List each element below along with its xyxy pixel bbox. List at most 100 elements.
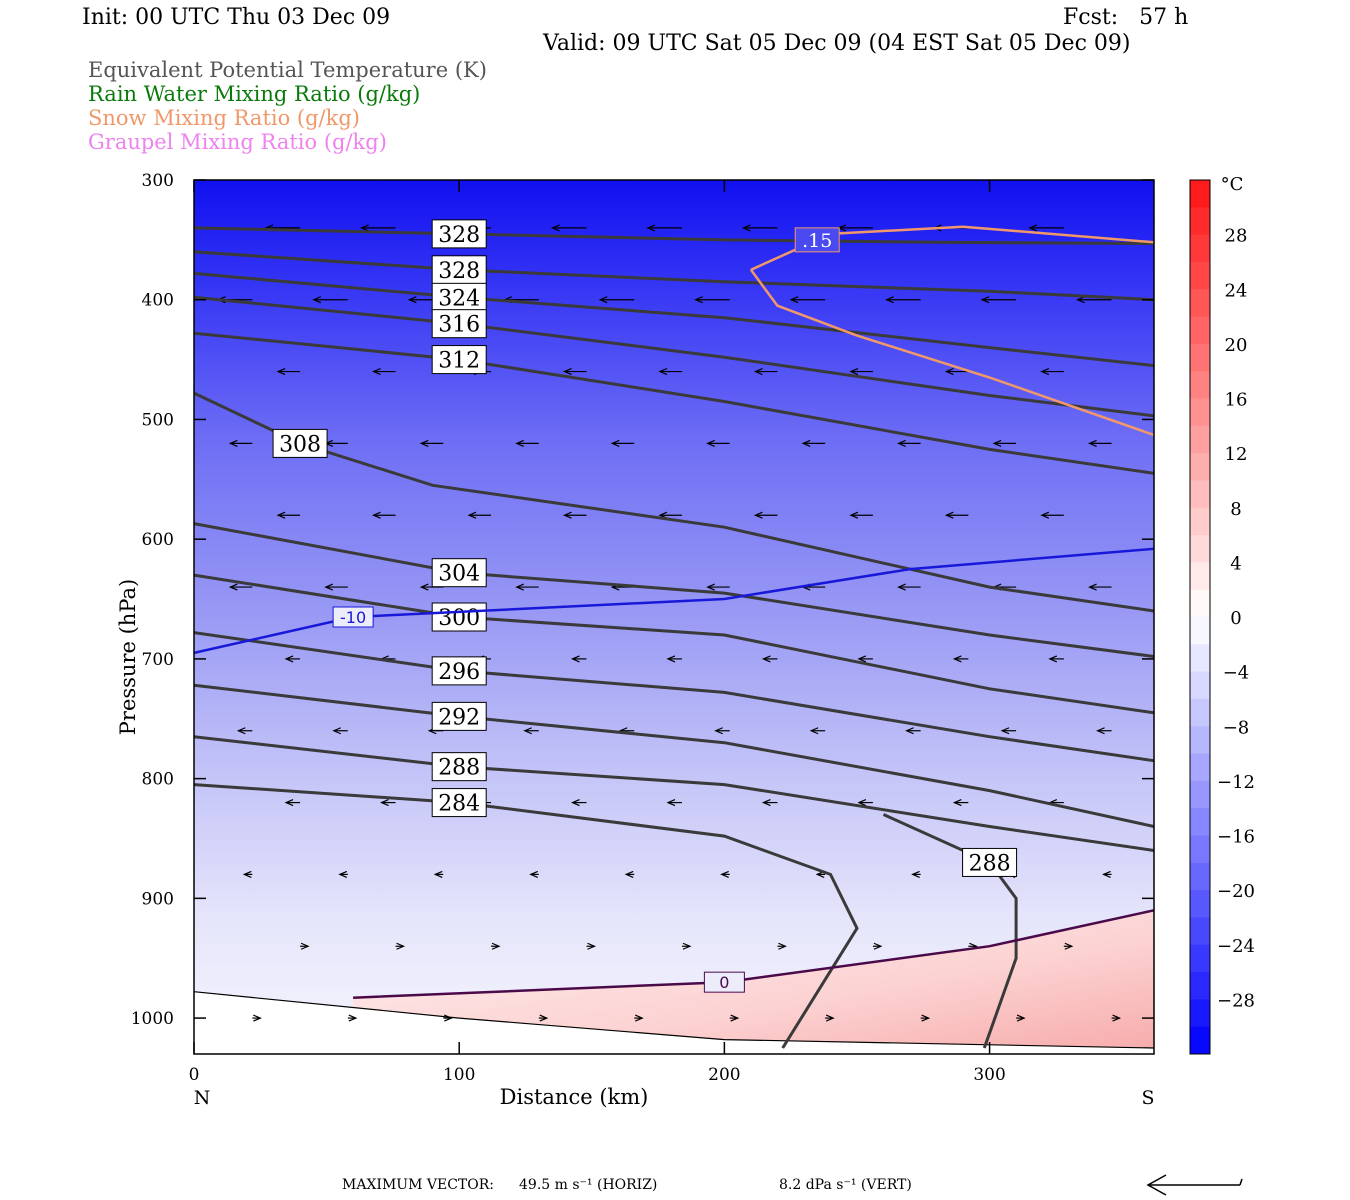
- isotherm-line: [193, 547, 1155, 655]
- wind-vector-head: [682, 942, 692, 950]
- theta-e-label: 300: [438, 606, 480, 631]
- theta-e-label-box: [431, 656, 487, 686]
- colorbar-tick-label: −8: [1223, 717, 1250, 738]
- wind-vector-head: [1040, 511, 1050, 519]
- theta-e-line: [193, 783, 859, 1049]
- colorbar-tick-label: −24: [1217, 936, 1255, 957]
- snow-label-box: [794, 227, 840, 253]
- wind-vector-head: [570, 655, 580, 663]
- theta-e-label: 288: [969, 851, 1011, 876]
- wind-vector-head: [570, 799, 580, 807]
- theta-e-line: [193, 573, 1155, 715]
- wind-vector-head: [348, 1014, 358, 1022]
- y-tick-label: 800: [142, 770, 174, 790]
- colorbar-step: [1190, 944, 1210, 973]
- wind-vector-head: [444, 1014, 453, 1022]
- wind-vector-head: [236, 727, 246, 735]
- theta-e-label: 308: [279, 432, 321, 457]
- wind-vector-head: [1064, 942, 1074, 950]
- wind-vector-head: [646, 224, 656, 232]
- colorbar-step: [1190, 1026, 1210, 1055]
- colorbar-step: [1190, 343, 1210, 372]
- colorbar: 28 24 20 16 12 8 4 0 −4 −8 −12 −16 −20 −24 −28 °C: [1189, 174, 1255, 1055]
- colorbar-step: [1190, 535, 1210, 563]
- wind-vector-head: [515, 583, 524, 591]
- legend-rain: Rain Water Mixing Ratio (g/kg): [88, 82, 421, 106]
- wind-vectors: [216, 224, 1122, 1022]
- theta-e-label-box: [431, 701, 487, 731]
- colorbar-step: [1190, 972, 1210, 1000]
- wind-vector-head: [944, 511, 954, 519]
- wind-vector-head: [720, 870, 729, 878]
- colorbar-step: [1190, 425, 1210, 454]
- theta-e-line: [193, 522, 1155, 658]
- theta-e-label: 324: [438, 286, 480, 311]
- wind-vector-head: [905, 727, 914, 735]
- colorbar-step: [1190, 480, 1210, 509]
- below-ground: [194, 991, 1154, 1054]
- colorbar-step: [1190, 234, 1210, 263]
- forecast-hour: Fcst: 57 h: [1063, 5, 1189, 30]
- wind-vector-head: [980, 296, 990, 304]
- theta-e-label-box: [431, 309, 487, 339]
- wind-vector-head: [419, 583, 429, 591]
- wind-vector-head: [1112, 1014, 1122, 1022]
- wind-vector-head: [634, 1014, 644, 1022]
- colorbar-step: [1190, 316, 1210, 345]
- theta-e-label-box: [431, 602, 487, 632]
- axes: 300 400 500 600 700 800 900 1000 0 100 200 300 N S Dis…: [116, 171, 1155, 1109]
- isotherm-label-box: [332, 606, 374, 628]
- wind-vector-head: [849, 511, 859, 519]
- wind-vector-head: [396, 942, 406, 950]
- colorbar-step: [1190, 780, 1210, 809]
- y-axis-label: Pressure (hPa): [116, 579, 140, 735]
- wind-vector-head: [419, 439, 429, 447]
- wind-vector-head: [885, 296, 894, 304]
- colorbar-step: [1190, 261, 1210, 290]
- theta-e-label: 328: [438, 259, 480, 284]
- wind-vector-head: [952, 799, 962, 807]
- wind-vector-head: [921, 1014, 931, 1022]
- wind-vector-head: [253, 1014, 262, 1022]
- wind-vector-head: [300, 942, 310, 950]
- wind-vector-head: [944, 368, 954, 376]
- colorbar-step: [1190, 999, 1210, 1028]
- snow-contour-upper: [750, 225, 1155, 271]
- wind-vector-head: [228, 439, 238, 447]
- snow-label: .15: [802, 230, 832, 252]
- wind-vector-head: [1016, 1014, 1026, 1022]
- colorbar-step: [1190, 644, 1210, 673]
- colorbar-tick-label: −16: [1217, 827, 1255, 848]
- x-axis-label: Distance (km): [500, 1085, 649, 1109]
- wind-vector-head: [666, 799, 676, 807]
- colorbar-step: [1190, 808, 1210, 836]
- theta-e-label: 292: [438, 705, 480, 730]
- colorbar-step: [1190, 289, 1210, 318]
- wind-vector-head: [849, 368, 859, 376]
- wind-vector-head: [809, 727, 819, 735]
- wind-vector-head: [1048, 655, 1058, 663]
- colorbar-tick-label: 24: [1225, 280, 1248, 301]
- wind-vector-head: [706, 583, 715, 591]
- theta-e-label-box: [962, 847, 1018, 877]
- wind-vector-head: [242, 870, 252, 878]
- wind-vector-head: [741, 224, 751, 232]
- isotherm-label-box: [703, 971, 745, 993]
- wind-vector-head: [372, 368, 381, 376]
- wind-vector-head: [332, 727, 342, 735]
- y-tick-label: 300: [142, 171, 174, 191]
- max-vector-label: MAXIMUM VECTOR:: [342, 1177, 494, 1193]
- colorbar-tick-label: 8: [1230, 499, 1241, 520]
- wind-vector-head: [491, 942, 501, 950]
- wind-vector-head: [730, 1014, 740, 1022]
- wind-vector-head: [952, 655, 962, 663]
- theta-e-label: 312: [438, 349, 480, 374]
- y-tick-label: 900: [142, 889, 174, 909]
- colorbar-tick-label: 16: [1225, 390, 1248, 411]
- wind-vector-head: [598, 296, 608, 304]
- max-vector-horiz: 49.5 m s⁻¹ (HORIZ): [519, 1177, 658, 1193]
- colorbar-unit: °C: [1221, 174, 1244, 195]
- x-tick-label: 200: [708, 1065, 740, 1085]
